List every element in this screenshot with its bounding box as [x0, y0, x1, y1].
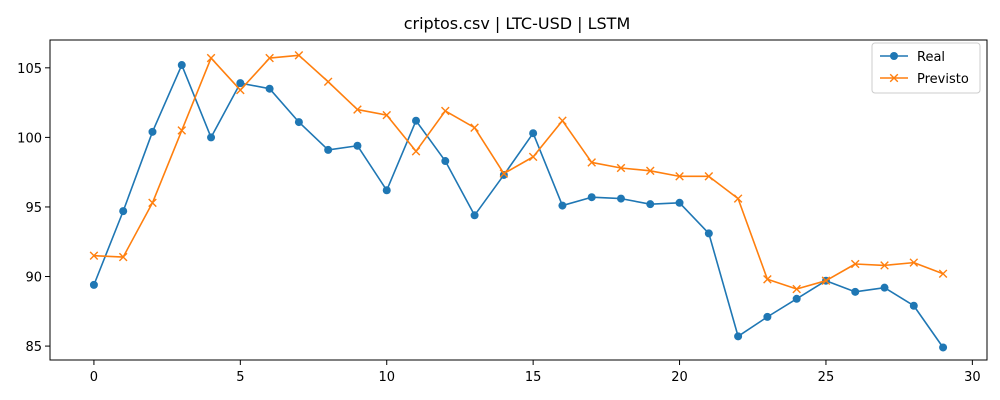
data-point-previsto — [294, 51, 304, 60]
data-point-previsto — [850, 259, 860, 269]
data-point-real — [148, 127, 157, 136]
data-point-previsto — [938, 269, 948, 279]
x-tick-label: 0 — [90, 370, 98, 385]
data-point-previsto — [441, 106, 450, 116]
data-point-previsto — [792, 284, 801, 294]
data-point-real — [265, 84, 274, 93]
data-point-real — [675, 198, 684, 207]
data-point-previsto — [411, 147, 421, 156]
data-point-real — [119, 207, 128, 216]
legend-label-real: Real — [917, 50, 945, 65]
data-point-previsto — [616, 163, 626, 173]
y-tick-label: 100 — [17, 131, 42, 146]
y-tick-label: 105 — [17, 62, 42, 77]
data-point-previsto — [470, 123, 479, 132]
x-tick-label: 25 — [818, 370, 835, 385]
data-point-real — [412, 116, 421, 125]
data-point-real — [441, 157, 450, 166]
x-tick-label: 20 — [671, 370, 688, 385]
plot-area: 0 5 10 15 20 25 30 85 90 95 100 105 — [17, 39, 988, 385]
y-tick-label: 85 — [25, 340, 42, 355]
data-point-real — [236, 79, 245, 88]
data-point-real — [646, 200, 655, 209]
data-point-real — [324, 145, 333, 154]
data-point-previsto — [236, 85, 245, 95]
data-point-previsto — [821, 276, 831, 285]
data-point-real — [704, 229, 713, 238]
data-point-previsto — [148, 198, 157, 208]
data-point-real — [851, 287, 860, 296]
x-tick-label: 10 — [378, 370, 395, 385]
data-point-previsto — [353, 105, 362, 114]
x-tick-label: 5 — [236, 370, 244, 385]
data-point-previsto — [587, 158, 596, 167]
data-point-real — [294, 118, 303, 127]
data-point-real — [177, 61, 186, 70]
data-point-previsto — [704, 172, 714, 181]
data-point-real — [470, 211, 479, 220]
data-point-real — [529, 129, 538, 138]
data-point-real — [616, 194, 625, 203]
y-tick-label: 90 — [25, 271, 42, 286]
legend-marker-previsto — [889, 73, 899, 83]
data-point-previsto — [880, 261, 889, 270]
data-point-real — [939, 343, 948, 352]
data-point-real — [792, 294, 801, 303]
y-tick-label: 95 — [25, 201, 42, 216]
data-point-real — [909, 301, 918, 310]
legend: Real Previsto — [871, 42, 981, 94]
data-point-previsto — [323, 77, 333, 87]
data-point-real — [587, 193, 596, 202]
data-point-real — [89, 280, 98, 289]
series-line-previsto — [93, 54, 944, 290]
data-point-previsto — [528, 152, 538, 162]
legend-label-previsto: Previsto — [917, 72, 969, 87]
data-point-real — [382, 186, 391, 195]
x-tick-label: 15 — [525, 370, 542, 385]
data-point-previsto — [499, 169, 509, 178]
data-point-previsto — [177, 126, 187, 135]
data-point-previsto — [118, 252, 128, 262]
data-point-real — [558, 201, 567, 210]
data-point-real — [763, 312, 772, 321]
data-point-previsto — [382, 110, 392, 120]
data-point-previsto — [733, 194, 743, 203]
data-point-previsto — [763, 275, 772, 284]
axes-frame — [49, 39, 988, 361]
x-tick-label: 30 — [964, 370, 981, 385]
data-point-previsto — [675, 172, 684, 181]
data-point-previsto — [265, 53, 274, 63]
data-point-previsto — [89, 251, 99, 260]
data-point-real — [880, 283, 889, 292]
series-line-real — [93, 64, 944, 348]
data-point-real — [353, 141, 362, 150]
data-point-previsto — [645, 166, 655, 176]
data-point-real — [207, 133, 216, 142]
data-point-real — [734, 332, 743, 341]
data-point-previsto — [206, 53, 216, 63]
legend-marker-real — [890, 52, 898, 60]
data-point-previsto — [909, 258, 919, 267]
chart-title: criptos.csv | LTC-USD | LSTM — [404, 14, 631, 33]
data-point-previsto — [558, 116, 567, 125]
